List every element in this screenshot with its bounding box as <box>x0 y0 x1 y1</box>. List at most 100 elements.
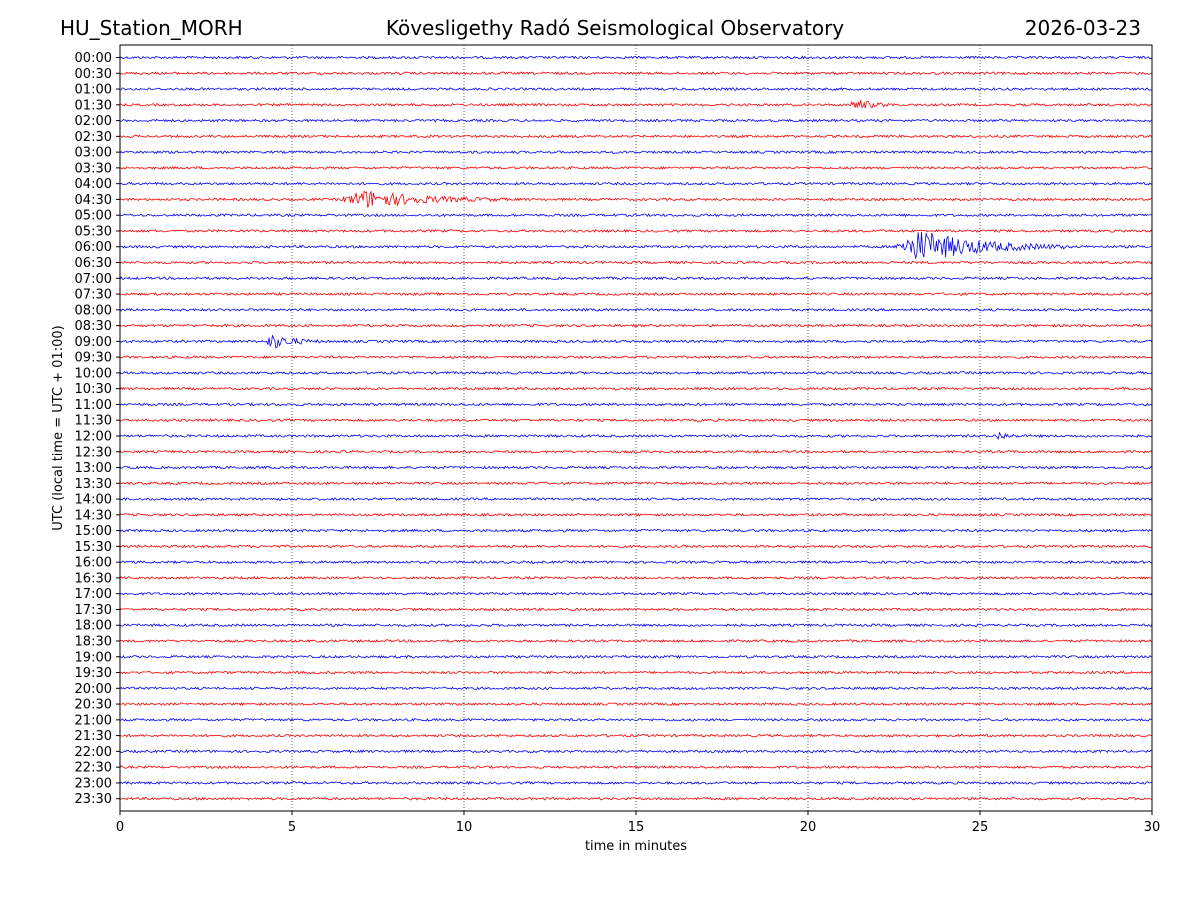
trace-line-0900 <box>119 335 1153 349</box>
x-axis-label: time in minutes <box>585 839 687 854</box>
trace-line-1330 <box>119 481 1153 486</box>
trace-line-1700 <box>119 591 1153 596</box>
trace-line-1000 <box>119 370 1153 375</box>
y-tick-label: 05:30 <box>75 224 112 239</box>
y-tick-label: 14:30 <box>75 508 112 523</box>
y-tick-label: 06:30 <box>75 256 112 271</box>
y-tick-label: 12:30 <box>75 445 112 460</box>
trace-line-2100 <box>119 717 1153 722</box>
trace-line-2230 <box>119 765 1153 770</box>
trace-line-0600 <box>119 231 1153 259</box>
trace-line-0700 <box>119 276 1153 281</box>
x-tick-label: 30 <box>1144 820 1161 835</box>
y-tick-label: 18:30 <box>75 634 112 649</box>
trace-line-2030 <box>120 702 1153 707</box>
y-tick-label: 11:30 <box>75 414 112 429</box>
y-tick-label: 19:00 <box>75 650 112 665</box>
trace-line-1430 <box>119 512 1153 517</box>
x-tick-label: 0 <box>116 820 124 835</box>
trace-line-0530 <box>119 228 1153 234</box>
trace-line-1830 <box>119 638 1153 644</box>
y-tick-label: 10:00 <box>75 366 112 381</box>
y-tick-label: 02:00 <box>75 114 112 129</box>
trace-line-1200 <box>119 431 1153 440</box>
y-tick-label: 10:30 <box>75 382 112 397</box>
trace-line-0200 <box>119 118 1153 123</box>
trace-line-1800 <box>119 623 1153 628</box>
trace-line-1730 <box>119 607 1153 612</box>
trace-line-0500 <box>119 213 1153 218</box>
trace-line-0330 <box>119 165 1153 170</box>
y-tick-label: 21:30 <box>75 729 112 744</box>
chart-date: 2026-03-23 <box>1024 16 1141 40</box>
y-tick-label: 13:00 <box>75 461 112 476</box>
y-tick-label: 03:30 <box>75 161 112 176</box>
trace-line-1630 <box>119 575 1153 580</box>
y-tick-label: 05:00 <box>75 209 112 224</box>
y-tick-label: 22:00 <box>75 745 112 760</box>
trace-line-2330 <box>119 796 1153 801</box>
y-tick-label: 08:00 <box>75 303 112 318</box>
y-tick-label: 08:30 <box>75 319 112 334</box>
trace-line-2200 <box>119 749 1153 754</box>
trace-line-2000 <box>119 686 1153 691</box>
trace-line-0000 <box>119 55 1153 60</box>
y-axis-label: UTC (local time = UTC + 01:00) <box>51 325 66 530</box>
trace-line-0630 <box>119 260 1153 265</box>
x-axis-ticks: 0 5 10 15 20 25 30 <box>116 811 1160 835</box>
trace-line-1030 <box>119 386 1153 391</box>
trace-line-1530 <box>119 544 1153 549</box>
y-tick-label: 09:00 <box>75 335 112 350</box>
y-tick-label: 23:00 <box>75 776 112 791</box>
y-tick-label: 21:00 <box>75 713 112 728</box>
trace-line-1300 <box>119 465 1153 470</box>
trace-line-2300 <box>119 780 1153 786</box>
x-tick-label: 15 <box>628 820 645 835</box>
trace-line-0930 <box>119 355 1153 360</box>
y-tick-label: 15:00 <box>75 524 112 539</box>
y-tick-label: 16:00 <box>75 556 112 571</box>
trace-line-1900 <box>119 654 1153 659</box>
y-tick-label: 04:00 <box>75 177 112 192</box>
trace-line-0730 <box>119 292 1153 297</box>
trace-line-0800 <box>119 307 1153 312</box>
seismic-traces <box>119 55 1153 801</box>
y-tick-label: 20:30 <box>75 698 112 713</box>
y-tick-label: 11:00 <box>75 398 112 413</box>
y-tick-label: 03:00 <box>75 146 112 161</box>
trace-line-1100 <box>119 402 1153 407</box>
trace-line-0230 <box>119 134 1153 139</box>
y-tick-label: 01:00 <box>75 83 112 98</box>
y-tick-label: 09:30 <box>75 351 112 366</box>
trace-line-0030 <box>119 71 1153 76</box>
x-tick-label: 10 <box>456 820 473 835</box>
y-tick-label: 01:30 <box>75 98 112 113</box>
y-tick-label: 17:00 <box>75 587 112 602</box>
grid-lines <box>291 45 981 811</box>
y-tick-label: 13:30 <box>75 477 112 492</box>
y-tick-label: 14:00 <box>75 493 112 508</box>
trace-line-0130 <box>119 99 1153 109</box>
trace-line-0100 <box>119 87 1153 92</box>
y-tick-label: 16:30 <box>75 571 112 586</box>
trace-line-1930 <box>119 670 1153 675</box>
trace-line-0430 <box>119 190 1153 208</box>
trace-line-1500 <box>119 528 1153 533</box>
y-tick-label: 17:30 <box>75 603 112 618</box>
y-tick-label: 07:00 <box>75 272 112 287</box>
y-tick-label: 06:00 <box>75 240 112 255</box>
trace-line-2130 <box>119 733 1153 738</box>
y-axis-ticks: 00:0000:3001:0001:3002:0002:3003:0003:30… <box>75 51 120 807</box>
y-tick-label: 02:30 <box>75 130 112 145</box>
y-tick-label: 23:30 <box>75 792 112 807</box>
y-tick-label: 15:30 <box>75 540 112 555</box>
trace-line-1600 <box>119 560 1152 565</box>
y-tick-label: 00:00 <box>75 51 112 66</box>
y-tick-label: 22:30 <box>75 761 112 776</box>
y-tick-label: 18:00 <box>75 619 112 634</box>
trace-line-0400 <box>119 181 1153 186</box>
trace-line-0300 <box>119 150 1153 155</box>
y-tick-label: 12:00 <box>75 429 112 444</box>
trace-line-0830 <box>119 323 1153 328</box>
